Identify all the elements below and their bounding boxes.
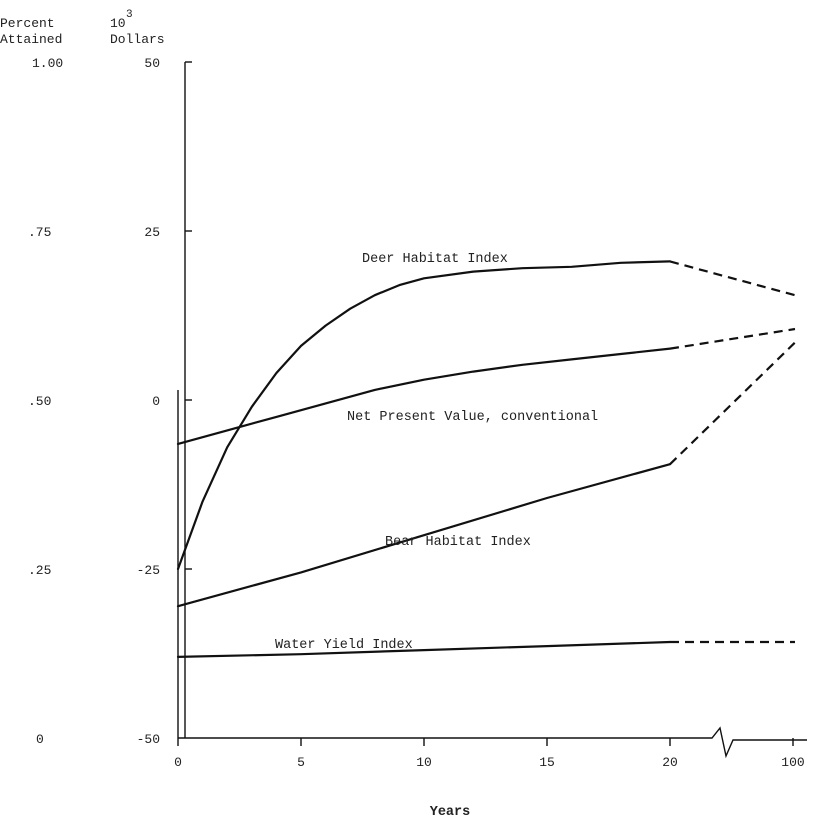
x-axis-label: Years — [430, 805, 471, 820]
series-label: Net Present Value, conventional — [347, 410, 598, 425]
axis-headers: Percent Attained 10 3 Dollars — [0, 9, 165, 47]
left-axis-ticks: 1.00 .75 .50 .25 0 — [28, 56, 63, 747]
series-extension-dashed — [669, 341, 796, 466]
left-tick-label: 0 — [36, 732, 44, 747]
series-label: Water Yield Index — [275, 638, 413, 653]
series-line — [176, 640, 672, 658]
right-axis-ticks: 50 25 0 -25 -50 — [137, 56, 192, 747]
right-axis-exponent: 3 — [126, 9, 133, 21]
x-tick-label: 20 — [662, 755, 678, 770]
left-axis-title-line-1: Percent — [0, 16, 55, 31]
left-tick-label: .75 — [28, 225, 51, 240]
series-label: Bear Habitat Index — [385, 535, 531, 550]
right-tick-label: 0 — [152, 394, 160, 409]
left-tick-label: .25 — [28, 563, 51, 578]
right-axis-exponent-base: 10 — [110, 16, 126, 31]
x-axis-line — [178, 726, 807, 759]
x-tick-label: 100 — [781, 755, 804, 770]
x-tick-label: 15 — [539, 755, 555, 770]
x-tick-label: 10 — [416, 755, 432, 770]
series-group — [176, 260, 796, 658]
right-tick-label: -25 — [137, 563, 160, 578]
left-axis-title-line-2: Attained — [0, 32, 62, 47]
right-axis-title-line-2: Dollars — [110, 32, 165, 47]
series-label: Deer Habitat Index — [362, 252, 508, 267]
left-tick-label: .50 — [28, 394, 51, 409]
right-tick-label: 50 — [144, 56, 160, 71]
series-line — [176, 347, 672, 445]
x-tick-label: 0 — [174, 755, 182, 770]
axes — [177, 62, 807, 759]
x-axis-ticks: 0 5 10 15 20 100 — [174, 738, 805, 770]
series-line — [176, 463, 672, 608]
x-tick-label: 5 — [297, 755, 305, 770]
series-extension-dashed — [669, 260, 796, 297]
series-extension-dashed — [669, 327, 796, 350]
series-labels: Deer Habitat Index Net Present Value, con… — [275, 252, 598, 653]
right-tick-label: -50 — [137, 732, 160, 747]
right-tick-label: 25 — [144, 225, 160, 240]
left-tick-label: 1.00 — [32, 56, 63, 71]
